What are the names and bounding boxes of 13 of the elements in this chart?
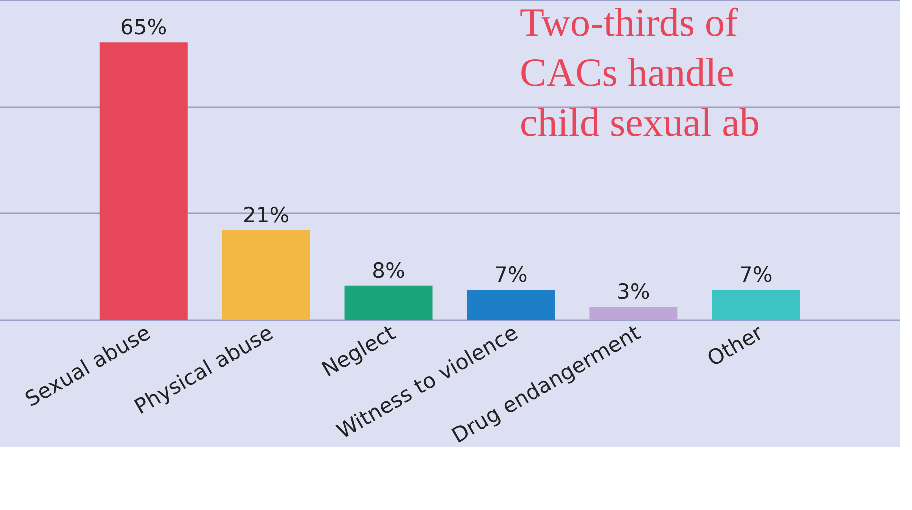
bar (100, 42, 188, 320)
data-label: 7% (494, 263, 528, 288)
bar (344, 286, 433, 320)
data-label: 3% (617, 280, 650, 304)
data-label: 7% (739, 263, 773, 288)
bar (590, 307, 678, 320)
bar (467, 290, 556, 320)
data-label: 21% (242, 203, 290, 228)
text: Two-thirds of CACs handle child sexual ab (520, 0, 760, 145)
data-label: 8% (372, 258, 406, 283)
bar (222, 230, 310, 320)
data-label: 65% (120, 16, 168, 40)
bar (712, 290, 800, 320)
